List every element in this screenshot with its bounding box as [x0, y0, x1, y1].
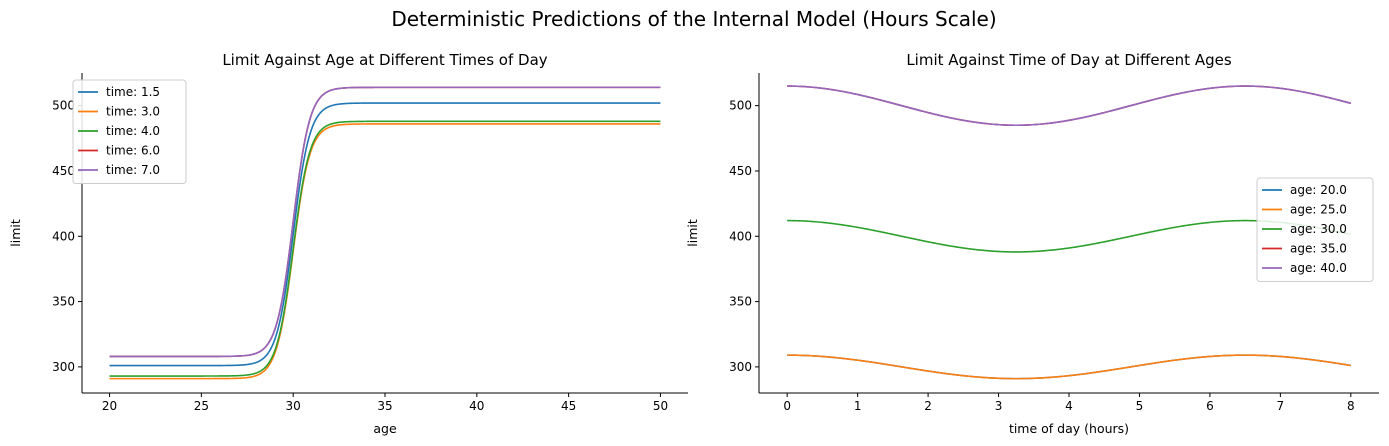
legend-entry-4: time: 6.0 [106, 144, 160, 158]
legend-entry-4: age: 35.0 [1290, 242, 1347, 256]
y-tick-label: 350 [729, 295, 752, 309]
legend-entry-5: time: 7.0 [106, 163, 160, 177]
x-tick-label: 8 [1347, 399, 1355, 413]
y-tick-label: 300 [729, 360, 752, 374]
legend-entry-3: age: 30.0 [1290, 222, 1347, 236]
x-tick-label: 1 [854, 399, 862, 413]
series-line-4 [109, 86, 661, 358]
right-axes: Limit Against Time of Day at Different A… [685, 51, 1379, 436]
x-axis-label: time of day (hours) [1009, 421, 1129, 436]
x-tick-label: 6 [1206, 399, 1214, 413]
y-tick-label: 500 [729, 99, 752, 113]
legend-entry-2: age: 25.0 [1290, 203, 1347, 217]
series-line-2 [787, 354, 1351, 380]
x-tick-label: 4 [1065, 399, 1073, 413]
left-axes: Limit Against Age at Different Times of … [8, 51, 688, 436]
axes-title: Limit Against Time of Day at Different A… [906, 51, 1232, 69]
x-tick-label: 0 [783, 399, 791, 413]
x-tick-label: 5 [1136, 399, 1144, 413]
y-axis-label: limit [685, 219, 700, 247]
series-line-2 [109, 123, 661, 380]
legend-frame [1256, 177, 1374, 282]
y-tick-label: 400 [729, 229, 752, 243]
legend-entry-1: age: 20.0 [1290, 183, 1347, 197]
x-tick-label: 40 [469, 399, 484, 413]
x-tick-label: 50 [653, 399, 668, 413]
x-tick-label: 7 [1277, 399, 1285, 413]
figure-suptitle: Deterministic Predictions of the Interna… [391, 7, 996, 31]
legend-frame [72, 79, 187, 184]
y-tick-label: 350 [52, 295, 75, 309]
y-tick-label: 450 [729, 164, 752, 178]
legend-entry-2: time: 3.0 [106, 105, 160, 119]
legend: time: 1.5 time: 3.0 time: 4.0 time: 6.0 time… [72, 79, 187, 184]
y-tick-label: 400 [52, 229, 75, 243]
x-axis-label: age [373, 421, 397, 436]
x-tick-label: 35 [377, 399, 392, 413]
legend: age: 20.0 age: 25.0 age: 30.0 age: 35.0 age:… [1256, 177, 1374, 282]
legend-entry-1: time: 1.5 [106, 85, 160, 99]
y-tick-label: 300 [52, 360, 75, 374]
axes-title: Limit Against Age at Different Times of … [222, 51, 547, 69]
series-line-3 [109, 120, 661, 377]
x-tick-label: 3 [995, 399, 1003, 413]
x-tick-label: 30 [286, 399, 301, 413]
x-tick-label: 45 [561, 399, 576, 413]
series-line-5 [109, 86, 661, 358]
series-line-5 [787, 85, 1352, 127]
y-axis-label: limit [8, 219, 23, 247]
x-tick-label: 25 [194, 399, 209, 413]
legend-entry-3: time: 4.0 [106, 124, 160, 138]
y-tick-label: 500 [52, 99, 75, 113]
series-line-1 [109, 102, 661, 367]
y-tick-label: 450 [52, 164, 75, 178]
series-line-4 [787, 85, 1352, 127]
x-tick-label: 20 [102, 399, 117, 413]
legend-entry-5: age: 40.0 [1290, 261, 1347, 275]
x-tick-label: 2 [924, 399, 932, 413]
